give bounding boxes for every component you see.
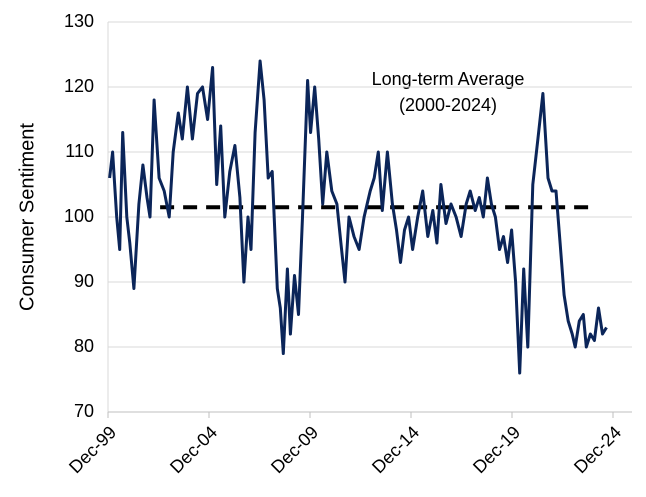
data-line [108,59,608,375]
x-tick-label: Dec-04 [166,422,221,477]
y-axis-label: Consumer Sentiment [16,123,38,311]
x-tick-label: Dec-09 [267,422,322,477]
y-tick-label: 120 [64,76,94,96]
annotation: (2000-2024) [399,95,497,115]
y-tick-label: 110 [65,141,94,161]
x-tick-label: Dec-99 [65,422,120,477]
y-tick-label: 70 [74,401,94,421]
y-tick-label: 80 [74,336,94,356]
annotation: Long-term Average [372,69,525,89]
y-tick-label: 100 [64,206,94,226]
x-tick-label: Dec-14 [368,422,423,477]
x-tick-label: Dec-24 [570,422,625,477]
y-tick-label: 90 [74,271,94,291]
x-tick-label: Dec-19 [469,422,524,477]
y-tick-label: 130 [64,11,94,31]
